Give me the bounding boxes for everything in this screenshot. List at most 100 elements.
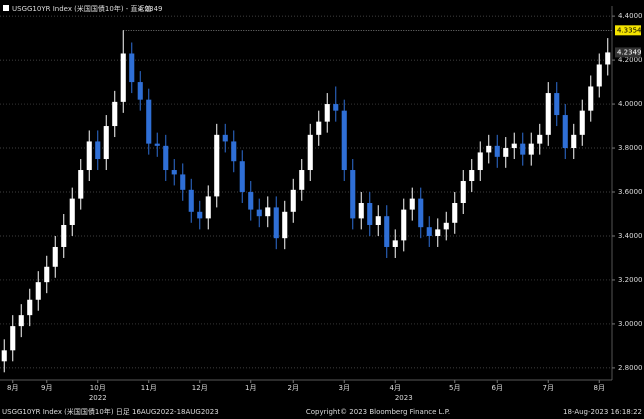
y-tick-label: 2.8000 <box>618 364 643 372</box>
candle-body <box>69 198 75 225</box>
candle-body <box>180 174 186 190</box>
candle-body <box>239 161 245 193</box>
candle-body <box>324 104 330 122</box>
candle-body <box>197 211 203 219</box>
candle-body <box>452 203 458 223</box>
candle-body <box>477 152 483 171</box>
footer-right: 18-Aug-2023 16:18:22 <box>563 408 642 416</box>
candle-body <box>171 170 177 175</box>
candle-body <box>163 145 169 171</box>
y-tick-label: 3.8000 <box>618 144 643 152</box>
y-tick-label: 3.2000 <box>618 276 643 284</box>
x-tick-label: 10月 <box>90 384 106 392</box>
candle-body <box>299 170 305 190</box>
candle-body <box>52 246 58 267</box>
candle-body <box>146 99 152 144</box>
candle-body <box>35 282 41 300</box>
candle-body <box>120 53 126 102</box>
candle-body <box>103 126 109 160</box>
y-tick-label: 3.6000 <box>618 188 643 196</box>
candle-body <box>86 141 92 171</box>
y-tick-label: 4.0000 <box>618 100 643 108</box>
candle-body <box>596 64 602 87</box>
candle-body <box>112 101 118 127</box>
candle-body <box>392 240 398 247</box>
x-tick-label: 3月 <box>339 384 350 392</box>
candle-body <box>44 266 50 283</box>
x-tick-label: 2月 <box>288 384 299 392</box>
year-label: 2022 <box>89 394 107 402</box>
candle-body <box>214 134 220 197</box>
candle-body <box>231 141 237 162</box>
candle-body <box>265 207 271 217</box>
x-tick-label: 9月 <box>41 384 52 392</box>
candle-body <box>282 211 288 239</box>
x-tick-label: 4月 <box>390 384 401 392</box>
candle-body <box>367 203 373 225</box>
candle-body <box>137 82 143 100</box>
candle-body <box>27 299 33 316</box>
x-tick-label: 7月 <box>543 384 554 392</box>
candle-body <box>154 143 160 146</box>
candle-body <box>18 315 24 327</box>
candle-body <box>460 181 466 204</box>
candle-body <box>571 134 577 149</box>
candle-body <box>503 148 509 157</box>
high-label-box <box>615 25 641 36</box>
candle-body <box>426 227 432 236</box>
candle-body <box>554 93 560 116</box>
x-tick-label: 12月 <box>192 384 208 392</box>
footer-left: USGG10YR Index (米国国債10年) 日足 16AUG2022-18… <box>2 407 219 416</box>
x-tick-label: 8月 <box>594 384 605 392</box>
candle-body <box>78 170 84 199</box>
candle-body <box>188 189 194 212</box>
candle-body <box>248 192 254 210</box>
year-label: 2023 <box>395 394 413 402</box>
candle-body <box>341 110 347 171</box>
candle-body <box>61 224 67 247</box>
candle-body <box>528 143 534 155</box>
candle-body <box>511 143 517 149</box>
candle-body <box>350 170 356 219</box>
candle-body <box>494 145 500 157</box>
candle-body <box>333 104 339 111</box>
candle-body <box>273 207 279 239</box>
candle-body <box>605 52 611 65</box>
chart-title: USGG10YR Index (米国国債10年) - 直近値 <box>12 4 152 13</box>
x-tick-label: 8月 <box>7 384 18 392</box>
candle-body <box>418 198 424 228</box>
candle-body <box>256 209 262 217</box>
candle-body <box>222 134 228 142</box>
candle-body <box>10 326 16 351</box>
candle-body <box>588 86 594 111</box>
candle-body <box>307 134 313 171</box>
header-last-value: 4.2349 <box>138 5 163 13</box>
candle-body <box>95 141 101 160</box>
candle-body <box>435 229 441 236</box>
y-tick-label: 3.4000 <box>618 232 643 240</box>
candle-body <box>520 143 526 155</box>
candle-body <box>469 170 475 182</box>
candle-body <box>562 115 568 149</box>
x-tick-label: 11月 <box>141 384 157 392</box>
candle-body <box>316 121 322 135</box>
x-tick-label: 5月 <box>449 384 460 392</box>
candle-body <box>537 134 543 144</box>
candle-body <box>401 209 407 241</box>
x-tick-label: 1月 <box>245 384 256 392</box>
candle-body <box>290 189 296 212</box>
candle-body <box>205 196 211 219</box>
high-label: 4.3354 <box>617 26 642 34</box>
candle-body <box>409 198 415 210</box>
candle-body <box>486 145 492 153</box>
candle-body <box>1 350 7 362</box>
y-tick-label: 4.2000 <box>618 56 643 64</box>
title-icon <box>3 5 9 11</box>
candle-body <box>579 110 585 135</box>
candle-body <box>375 216 381 225</box>
y-tick-label: 4.4000 <box>618 12 643 20</box>
last-label-box <box>615 47 641 58</box>
candle-body <box>129 53 135 83</box>
candle-body <box>443 222 449 230</box>
